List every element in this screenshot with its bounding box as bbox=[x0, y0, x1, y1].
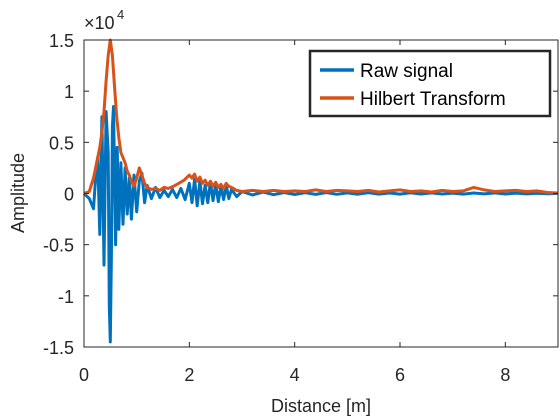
y-tick-label: 1.5 bbox=[49, 31, 74, 51]
ticks-layer: 0 2 4 6 8 -1.5 -1 -0.5 0 0.5 1 1.5 bbox=[43, 31, 558, 385]
x-tick-label: 6 bbox=[395, 365, 405, 385]
legend-box bbox=[308, 49, 552, 118]
x-tick-label: 8 bbox=[500, 365, 510, 385]
y-tick-label: -0.5 bbox=[43, 236, 74, 256]
y-tick-label: 1 bbox=[64, 82, 74, 102]
y-tick-label: -1 bbox=[58, 287, 74, 307]
x-tick-label: 2 bbox=[184, 365, 194, 385]
legend: Raw signal Hilbert Transform bbox=[308, 49, 552, 118]
series-line-1 bbox=[83, 38, 559, 195]
y-tick-label: 0.5 bbox=[49, 133, 74, 153]
y-exponent-base: ×10 bbox=[84, 13, 115, 33]
x-tick-label: 0 bbox=[79, 365, 89, 385]
series-line-0 bbox=[82, 105, 559, 344]
y-exponent-power: 4 bbox=[117, 7, 124, 22]
y-axis-label: Amplitude bbox=[8, 153, 28, 233]
x-tick-label: 4 bbox=[290, 365, 300, 385]
x-axis-label: Distance [m] bbox=[271, 396, 371, 416]
legend-label-hilbert: Hilbert Transform bbox=[360, 89, 506, 110]
series-layer bbox=[82, 38, 559, 344]
y-tick-label: -1.5 bbox=[43, 338, 74, 358]
legend-label-raw: Raw signal bbox=[360, 61, 453, 82]
y-tick-label: 0 bbox=[64, 185, 74, 205]
